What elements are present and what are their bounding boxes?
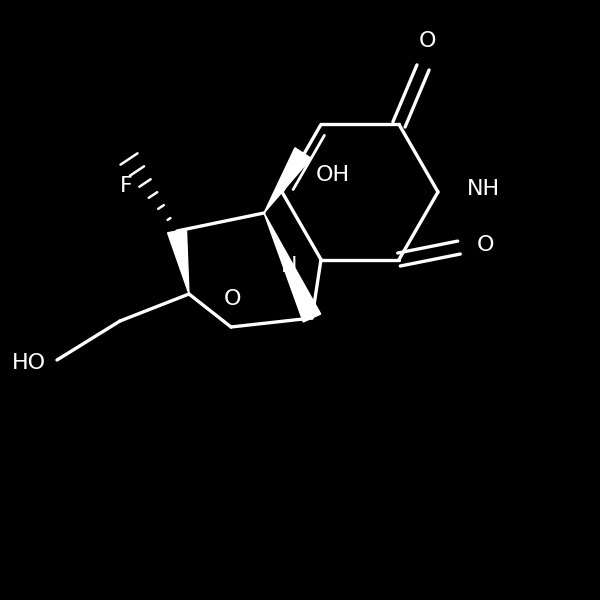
Text: F: F [119,176,133,196]
Polygon shape [264,148,311,213]
Text: NH: NH [467,179,500,199]
Text: O: O [477,235,494,254]
Text: O: O [223,289,241,309]
Text: HO: HO [12,353,46,373]
Text: O: O [419,31,437,50]
Polygon shape [167,229,189,294]
Text: N: N [280,256,297,275]
Polygon shape [264,213,321,322]
Text: OH: OH [316,165,350,185]
